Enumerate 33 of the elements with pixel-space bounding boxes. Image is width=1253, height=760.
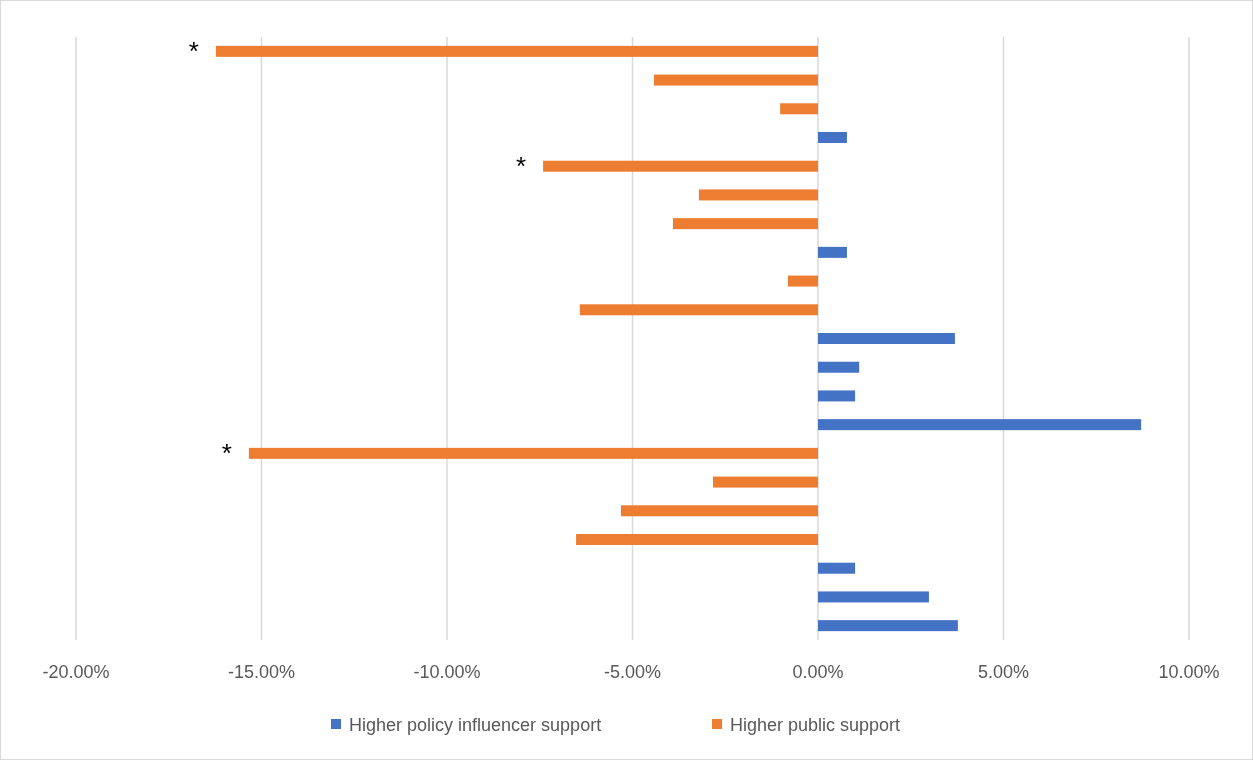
data-label: * [516,151,527,182]
data-label: * [188,36,199,67]
x-tick-label: -15.00% [227,662,296,682]
bar [215,45,818,57]
bar [576,534,818,545]
bar [248,447,818,459]
bar [698,189,818,201]
x-tick-label: -20.00% [42,662,110,682]
bar [818,591,929,603]
bar [713,476,818,488]
bar [818,620,958,632]
x-tick-label: 0.00% [792,662,844,682]
data-label: * [221,438,232,469]
bar [543,160,818,172]
bar [818,562,856,574]
bar [818,246,847,258]
bar [654,74,818,86]
bar [818,333,955,344]
bar [818,390,856,402]
bar [621,505,818,517]
x-tick-label: 10.00% [1158,662,1220,682]
legend-label: Higher policy influencer support [349,715,602,735]
legend-label: Higher public support [730,715,901,735]
bar [672,218,818,230]
bar [818,419,1142,431]
bar [818,361,860,373]
x-tick-label: -5.00% [603,662,662,682]
x-tick-label: 5.00% [977,662,1030,682]
bar [579,304,818,316]
bar [780,103,818,115]
bar [818,132,847,143]
bar [787,275,818,287]
x-tick-label: -10.00% [413,662,481,682]
